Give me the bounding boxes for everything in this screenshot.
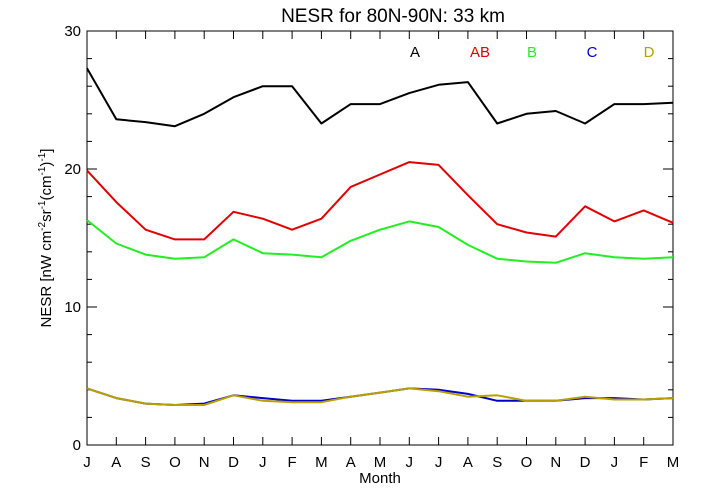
series-line-b <box>86 219 674 264</box>
x-tick-label: M <box>374 454 387 471</box>
plot-frame <box>86 30 674 446</box>
x-tick-label: A <box>346 454 356 471</box>
y-tick-label: 20 <box>64 161 81 178</box>
x-tick-label: J <box>259 454 267 471</box>
y-tick-label: 30 <box>64 23 81 40</box>
legend-item-ab: AB <box>470 44 490 61</box>
y-axis-label: NESR [nW cm-2sr-1(cm-1)-1] <box>37 149 55 328</box>
x-tick-label: J <box>435 454 443 471</box>
x-tick-label: A <box>111 454 121 471</box>
x-tick-label: N <box>199 454 210 471</box>
x-tick-label: S <box>141 454 151 471</box>
x-tick-label: J <box>611 454 619 471</box>
x-tick-label: F <box>288 454 297 471</box>
y-axis-ticks: 0 10 20 30 <box>64 23 673 454</box>
x-axis-label: Month <box>359 470 401 487</box>
chart-title: NESR for 80N-90N: 33 km <box>281 6 505 27</box>
x-tick-label: J <box>83 454 91 471</box>
series-line-d <box>86 387 674 406</box>
legend-item-a: A <box>410 44 420 61</box>
x-tick-label: S <box>492 454 502 471</box>
y-tick-label: 10 <box>64 299 81 316</box>
x-tick-label: D <box>228 454 239 471</box>
x-tick-label: F <box>639 454 648 471</box>
x-tick-label: D <box>580 454 591 471</box>
x-tick-label: M <box>667 454 680 471</box>
legend-item-d: D <box>644 44 655 61</box>
series-line-a <box>86 67 674 128</box>
legend: A AB B C D <box>410 44 655 61</box>
x-tick-label: N <box>550 454 561 471</box>
legend-item-c: C <box>587 44 598 61</box>
x-tick-label: A <box>463 454 473 471</box>
legend-item-b: B <box>527 44 537 61</box>
x-tick-label: O <box>521 454 533 471</box>
x-tick-label: O <box>169 454 181 471</box>
series-line-ab <box>86 161 674 241</box>
y-tick-label: 0 <box>73 437 81 454</box>
series-lines <box>86 67 674 406</box>
x-tick-label: J <box>406 454 414 471</box>
x-tick-label: M <box>315 454 328 471</box>
